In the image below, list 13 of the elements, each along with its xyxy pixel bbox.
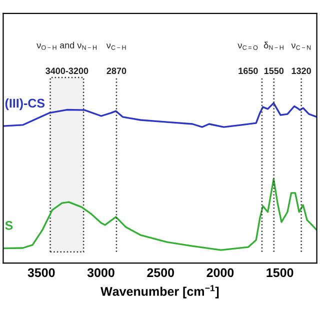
x-tick-label: 3500: [28, 268, 55, 278]
text: ν$_{O−H}$ and ν$_{N−H}$ 3400-3200: [36, 42, 97, 74]
series-label: (III)-CS: [5, 98, 45, 110]
text: ν$_{C=O}$ 1650: [238, 44, 258, 74]
x-tick-label: 3000: [87, 268, 114, 278]
text: δ$_{N−H}$ 1550: [264, 42, 284, 74]
text: ν$_{C−N}$ 1320: [291, 44, 311, 74]
x-tick-label: 2500: [147, 268, 174, 278]
x-axis-title: Wavenumber [cm$^{−1}$]: [100, 285, 219, 298]
text: ν$_{C−H}$ 2870: [106, 44, 126, 74]
series-label: S: [5, 221, 13, 230]
x-tick-label: 1500: [266, 268, 294, 278]
x-tick-label: 2000: [206, 268, 234, 278]
